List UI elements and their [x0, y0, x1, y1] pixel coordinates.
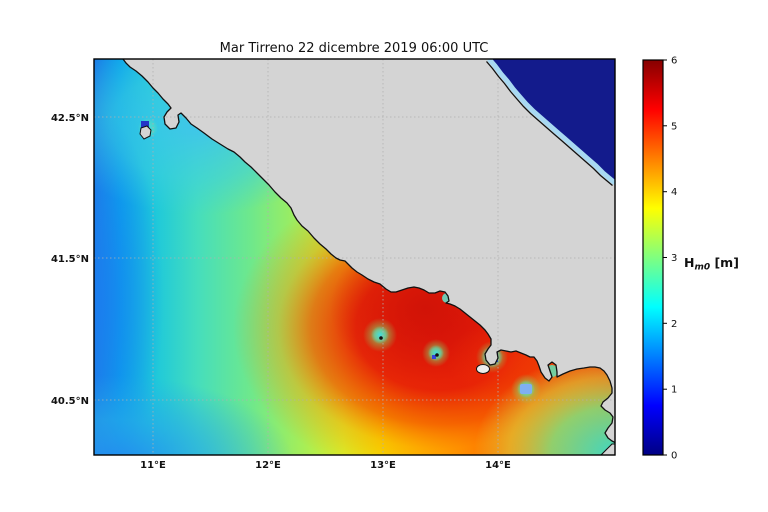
colorbar-tick-4: 4 — [671, 187, 677, 198]
colorbar-tick-3: 3 — [671, 253, 677, 264]
colorbar-tick-6: 6 — [671, 56, 677, 67]
gaeta-lee-shadow — [520, 384, 532, 394]
grid-lines — [94, 59, 615, 455]
map-plot — [94, 59, 615, 455]
colorbar-ticks — [663, 59, 667, 456]
colorbar-tick-5: 5 — [671, 121, 677, 132]
chart-title: Mar Tirreno 22 dicembre 2019 06:00 UTC — [220, 41, 489, 56]
colorbar-gradient — [643, 60, 663, 455]
colorbar-label: Hm0 [m] — [684, 255, 739, 273]
ventotene-islet — [435, 353, 439, 357]
colorbar-label-subscript: m0 — [694, 263, 710, 273]
ponza-cyan-halo — [371, 326, 389, 344]
sea-field-naples-pocket — [474, 352, 615, 455]
sea-field-sw-blue — [94, 375, 294, 455]
ponza-island — [476, 364, 490, 374]
x-axis: 11°E 12°E 13°E 14°E — [140, 460, 511, 471]
y-tick-label-42-5n: 42.5°N — [51, 113, 89, 124]
coastline — [122, 59, 615, 444]
x-tick-label-12e: 12°E — [255, 460, 281, 471]
colorbar-label-unit: [m] — [710, 255, 739, 270]
giglio-lee-blue-cell — [141, 121, 149, 129]
y-axis: 42.5°N 41.5°N 40.5°N — [51, 113, 89, 407]
giglio-island — [139, 125, 152, 140]
adriatic-coastal-band — [487, 59, 615, 185]
colorbar-tick-1: 1 — [671, 385, 677, 396]
y-tick-label-40-5n: 40.5°N — [51, 396, 89, 407]
x-tick-label-13e: 13°E — [370, 460, 396, 471]
sea-field-left-blue — [94, 110, 164, 455]
colorbar-tick-0: 0 — [671, 451, 677, 462]
colorbar-label-symbol: H — [684, 255, 694, 270]
y-tick-label-41-5n: 41.5°N — [51, 254, 89, 265]
x-tick-label-11e: 11°E — [140, 460, 166, 471]
x-tick-label-14e: 14°E — [485, 460, 511, 471]
adriatic-coastline — [486, 61, 613, 186]
ventotene-blue-cell — [432, 355, 436, 359]
plot-frame — [93, 58, 616, 456]
palmarola-islet — [379, 336, 383, 340]
colorbar: 6 5 4 3 2 1 0 Hm0 [m] — [642, 56, 739, 462]
land-corner-southeast — [600, 443, 615, 455]
colorbar-tick-2: 2 — [671, 319, 677, 330]
land-mass — [123, 59, 615, 443]
